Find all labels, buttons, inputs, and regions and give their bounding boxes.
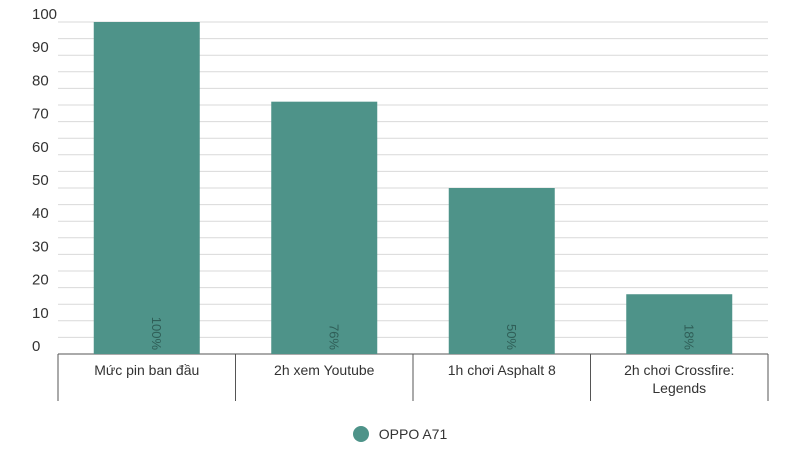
y-tick-label: 20	[32, 272, 49, 289]
y-tick-label: 10	[32, 305, 49, 322]
bar	[271, 101, 378, 355]
bar-chart: 0 10 20 30 40 50 60 70 80 90 100 100% Mức pin ban đầ…	[32, 6, 769, 401]
y-tick-label: 60	[32, 139, 49, 156]
data-label: 76%	[326, 324, 341, 350]
x-category-label: Mức pin ban đầu	[94, 362, 199, 378]
bar	[626, 294, 733, 354]
y-tick-label: 40	[32, 205, 49, 222]
y-tick-label: 70	[32, 106, 49, 123]
legend-label: OPPO A71	[378, 426, 448, 442]
y-tick-label: 90	[32, 39, 49, 56]
bar	[93, 22, 200, 354]
y-tick-label: 30	[32, 238, 49, 255]
data-label: 18%	[681, 324, 696, 350]
bar	[448, 188, 555, 354]
x-category-label: 2h chơi Crossfire:	[624, 362, 734, 378]
legend: OPPO A71	[0, 426, 800, 442]
x-category-label: 1h chơi Asphalt 8	[448, 362, 556, 378]
legend-swatch	[352, 426, 369, 442]
y-tick-label: 50	[32, 172, 49, 189]
y-tick-label: 0	[32, 338, 40, 355]
x-category-label: 2h xem Youtube	[274, 362, 375, 378]
x-category-label: Legends	[652, 380, 706, 396]
data-label: 100%	[149, 317, 164, 351]
data-label: 50%	[504, 324, 519, 350]
y-tick-label: 100	[32, 6, 57, 23]
y-tick-label: 80	[32, 72, 49, 89]
